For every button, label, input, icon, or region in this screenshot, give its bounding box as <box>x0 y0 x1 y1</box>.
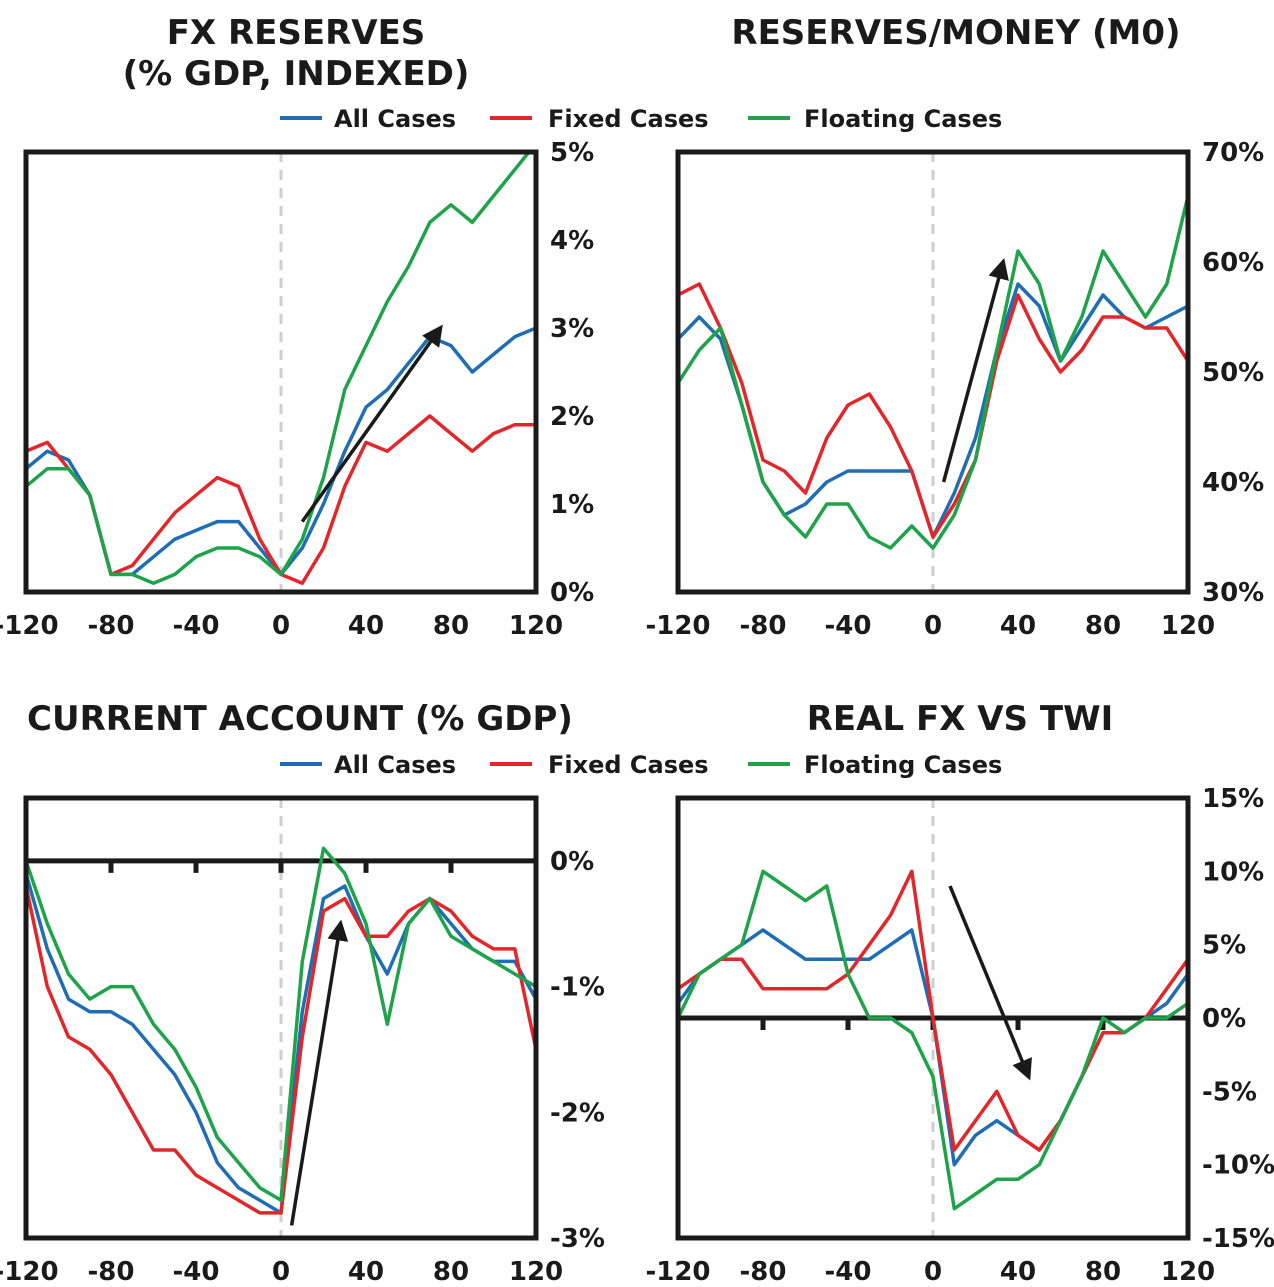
y-tick-label: 30% <box>1202 578 1264 608</box>
x-tick-label: -40 <box>173 611 220 641</box>
y-tick-label: 5% <box>1202 931 1246 961</box>
y-tick-label: 1% <box>550 490 594 520</box>
x-tick-label: 40 <box>348 611 384 641</box>
trend-arrow <box>948 885 1032 1081</box>
legend-top-fixed-label: Fixed Cases <box>548 105 709 133</box>
y-tick-label: 5% <box>550 138 594 168</box>
x-tick-label: -40 <box>173 1257 220 1287</box>
x-tick-label: 80 <box>1085 1257 1121 1287</box>
x-tick-label: -40 <box>825 1257 872 1287</box>
series-line-floating <box>678 194 1188 550</box>
x-tick-label: -80 <box>88 611 135 641</box>
series-line-floating <box>26 846 536 1203</box>
trend-arrow <box>300 324 443 523</box>
legend-middle-all-label: All Cases <box>334 751 456 779</box>
panel-1-title-line-2: (% GDP, INDEXED) <box>123 54 470 94</box>
legend-top-all-label: All Cases <box>334 105 456 133</box>
y-tick-label: -15% <box>1202 1224 1274 1254</box>
x-tick-label: -80 <box>88 1257 135 1287</box>
x-tick-label: -120 <box>0 611 59 641</box>
legend-top-floating-label: Floating Cases <box>804 105 1002 133</box>
plot-frame <box>23 149 539 595</box>
x-tick-label: 40 <box>348 1257 384 1287</box>
legend-top: All Cases Fixed Cases Floating Cases <box>280 105 1002 133</box>
y-tick-label: 15% <box>1202 784 1264 814</box>
y-tick-label: 50% <box>1202 358 1264 388</box>
trend-arrow <box>289 919 349 1226</box>
y-tick-label: 0% <box>550 847 594 877</box>
y-tick-label: -3% <box>550 1224 605 1254</box>
panel-2-title: RESERVES/MONEY (M0) <box>731 13 1180 53</box>
x-tick-label: 120 <box>1161 1257 1215 1287</box>
x-tick-label: -120 <box>645 1257 710 1287</box>
panel-real-fx-twi: -120 -80 -40 0 40 80 120-15% -10% -5% 0% 5% 10% 15% <box>645 784 1274 1287</box>
x-tick-label: 80 <box>433 1257 469 1287</box>
series-line-fixed <box>678 282 1188 539</box>
x-tick-label: 120 <box>1161 611 1215 641</box>
x-tick-label: 0 <box>272 1257 290 1287</box>
panel-1-title-line-1: FX RESERVES <box>167 13 426 53</box>
y-tick-label: 10% <box>1202 857 1264 887</box>
trend-arrow <box>941 257 1009 483</box>
y-tick-label: 40% <box>1202 468 1264 498</box>
series-line-fixed <box>678 869 1188 1152</box>
panel-3-title: CURRENT ACCOUNT (% GDP) <box>27 699 573 739</box>
x-tick-label: 120 <box>509 611 563 641</box>
y-tick-label: 70% <box>1202 138 1264 168</box>
x-tick-label: 80 <box>433 611 469 641</box>
y-tick-label: 60% <box>1202 248 1264 278</box>
x-tick-label: 0 <box>924 611 942 641</box>
y-tick-label: 0% <box>1202 1004 1246 1034</box>
series-line-floating <box>678 869 1188 1211</box>
series-line-fixed <box>26 884 536 1215</box>
y-tick-label: -10% <box>1202 1151 1274 1181</box>
x-tick-label: -120 <box>0 1257 59 1287</box>
y-tick-label: 2% <box>550 402 594 432</box>
x-tick-label: 80 <box>1085 611 1121 641</box>
x-tick-label: 0 <box>272 611 290 641</box>
x-tick-label: -80 <box>740 1257 787 1287</box>
y-tick-label: 3% <box>550 314 594 344</box>
x-tick-label: -40 <box>825 611 872 641</box>
x-tick-label: 0 <box>924 1257 942 1287</box>
x-tick-label: 40 <box>1000 611 1036 641</box>
x-tick-label: 120 <box>509 1257 563 1287</box>
legend-middle: All Cases Fixed Cases Floating Cases <box>280 751 1002 779</box>
panel-4-title: REAL FX VS TWI <box>807 699 1113 739</box>
x-tick-label: -80 <box>740 611 787 641</box>
legend-middle-fixed-label: Fixed Cases <box>548 751 709 779</box>
legend-middle-floating-label: Floating Cases <box>804 751 1002 779</box>
y-tick-label: -2% <box>550 1098 605 1128</box>
series-line-floating <box>26 152 532 585</box>
x-tick-label: -120 <box>645 611 710 641</box>
y-tick-label: -1% <box>550 973 605 1003</box>
plot-frame <box>675 149 1191 595</box>
plot-frame <box>675 795 1191 1241</box>
y-tick-label: 0% <box>550 578 594 608</box>
panel-current-account: -120 -80 -40 0 40 80 120-3% -2% -1% 0% <box>0 795 605 1287</box>
y-tick-label: -5% <box>1202 1077 1257 1107</box>
plot-frame <box>23 795 539 1241</box>
x-tick-label: 40 <box>1000 1257 1036 1287</box>
y-tick-label: 4% <box>550 226 594 256</box>
